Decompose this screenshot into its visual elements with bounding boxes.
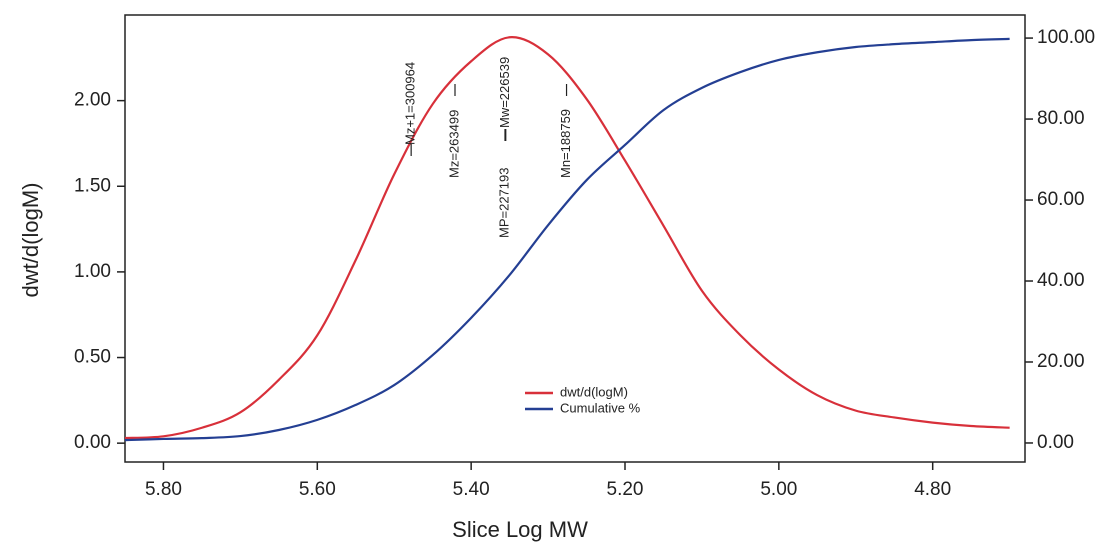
- y-tick-label: 1.00: [74, 261, 111, 282]
- x-tick-label: 4.80: [914, 479, 951, 500]
- series-line: [124, 37, 1010, 442]
- y2-tick-label: 100.00: [1037, 27, 1095, 48]
- y-tick-label: 2.00: [74, 90, 111, 111]
- legend-label: Cumulative %: [560, 400, 641, 415]
- x-tick-label: 5.20: [607, 479, 644, 500]
- y2-tick-label: 80.00: [1037, 108, 1085, 129]
- y2-tick-label: 60.00: [1037, 189, 1085, 210]
- y2-tick-label: 40.00: [1037, 270, 1085, 291]
- legend-label: dwt/d(logM): [560, 384, 628, 399]
- y2-tick-label: 0.00: [1037, 432, 1074, 453]
- series-line: [124, 36, 1010, 440]
- annotation-label: Mz=263499: [446, 110, 461, 178]
- annotation-label: MP=227193: [496, 168, 511, 238]
- x-tick-label: 5.00: [760, 479, 797, 500]
- x-axis-label: Slice Log MW: [452, 517, 588, 542]
- x-tick-label: 5.40: [453, 479, 490, 500]
- annotation-label: Mn=188759: [558, 109, 573, 178]
- annotation-label: Mw=226539: [497, 57, 512, 128]
- y-tick-label: 1.50: [74, 175, 111, 196]
- y-axis-label: dwt/d(logM): [18, 183, 43, 298]
- x-tick-label: 5.80: [145, 479, 182, 500]
- y-tick-label: 0.50: [74, 347, 111, 368]
- y2-tick-label: 20.00: [1037, 351, 1085, 372]
- plot-frame: [124, 14, 1026, 463]
- y-tick-label: 0.00: [74, 432, 111, 453]
- x-tick-label: 5.60: [299, 479, 336, 500]
- annotation-label: Mz+1=300964: [403, 62, 418, 145]
